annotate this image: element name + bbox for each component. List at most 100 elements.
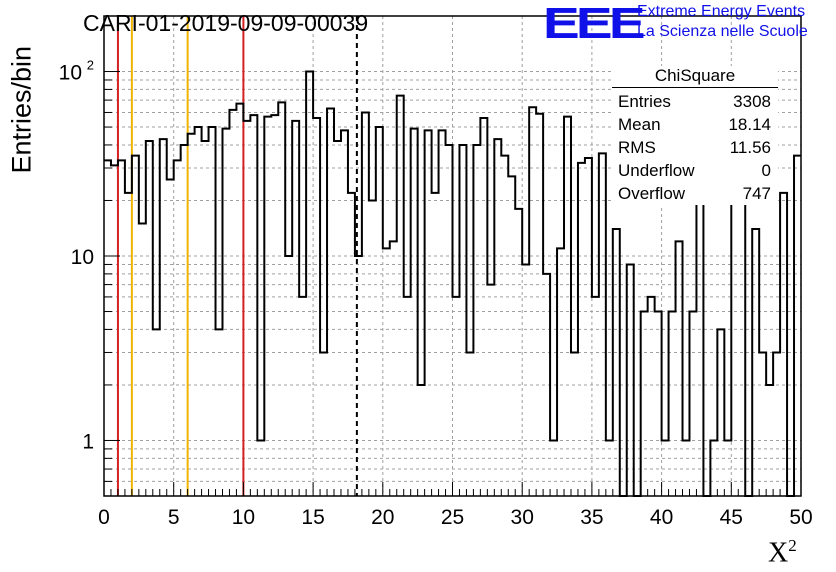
histogram-bar bbox=[613, 229, 620, 496]
x-tick-label: 50 bbox=[789, 506, 812, 529]
histogram-bar bbox=[118, 160, 125, 496]
histogram-bar bbox=[278, 102, 285, 496]
histogram-bar bbox=[759, 352, 766, 496]
histogram-bar bbox=[536, 114, 543, 496]
histogram-bar bbox=[181, 145, 188, 496]
x-axis-label: X2 bbox=[768, 536, 797, 569]
x-tick-label: 30 bbox=[511, 506, 534, 529]
histogram-bar bbox=[306, 72, 313, 496]
histogram-bar bbox=[243, 121, 250, 496]
y-tick-exponent: 2 bbox=[87, 58, 94, 73]
histogram-bar bbox=[250, 115, 257, 496]
histogram-series bbox=[104, 70, 801, 497]
histogram-bar bbox=[773, 352, 780, 496]
histogram-bar bbox=[752, 229, 759, 496]
histogram-bar bbox=[104, 160, 111, 496]
histogram-bar bbox=[459, 145, 466, 496]
histogram-bar bbox=[111, 165, 118, 496]
histogram-outline bbox=[104, 70, 801, 497]
histogram-bar bbox=[160, 139, 167, 496]
histogram-bar bbox=[648, 297, 655, 496]
y-tick-label: 10 bbox=[71, 246, 94, 269]
histogram-bar bbox=[794, 156, 801, 496]
histogram-bar bbox=[529, 107, 536, 496]
x-tick-label: 35 bbox=[580, 506, 603, 529]
x-tick-label: 40 bbox=[650, 506, 673, 529]
x-tick-label: 25 bbox=[441, 506, 464, 529]
histogram-bar bbox=[522, 264, 529, 496]
histogram-bar bbox=[383, 248, 390, 496]
histogram-bar bbox=[313, 118, 320, 496]
histogram-bar bbox=[717, 329, 724, 496]
histogram-bar bbox=[487, 285, 494, 496]
histogram-bar bbox=[299, 297, 306, 496]
histogram-bar bbox=[146, 141, 153, 496]
histogram-bar bbox=[236, 104, 243, 496]
histogram-bar bbox=[425, 130, 432, 496]
histogram-bar bbox=[188, 134, 195, 496]
histogram-bar bbox=[202, 141, 209, 496]
histogram-bar bbox=[341, 130, 348, 496]
x-tick-label: 45 bbox=[720, 506, 743, 529]
histogram-bar bbox=[271, 115, 278, 496]
x-tick-label: 15 bbox=[301, 506, 324, 529]
x-tick-label: 0 bbox=[98, 506, 110, 529]
histogram-bar bbox=[480, 118, 487, 496]
histogram-bar bbox=[780, 193, 787, 496]
histogram-bar bbox=[571, 352, 578, 496]
histogram-bar bbox=[125, 193, 132, 496]
axes: 0 5 10 15 20 25 30 35 40 45 50 1 10 10 2 bbox=[59, 15, 813, 529]
histogram-bar bbox=[564, 117, 571, 496]
histogram-bar bbox=[508, 176, 515, 496]
logo-line-2: La Scienza nelle Scuole bbox=[637, 23, 808, 40]
chart-title: CARI-01-2019-09-09-00039 bbox=[83, 10, 369, 36]
histogram-bar bbox=[466, 352, 473, 496]
histogram-bar bbox=[494, 139, 501, 496]
histogram-bar bbox=[676, 241, 683, 496]
histogram-bar bbox=[327, 109, 334, 496]
histogram-bar bbox=[585, 158, 592, 496]
histogram-bar bbox=[216, 329, 223, 496]
histogram-bar bbox=[390, 241, 397, 496]
histogram-bar bbox=[641, 312, 648, 496]
eee-logo: EEE bbox=[543, 0, 646, 48]
y-tick-label: 10 bbox=[59, 62, 82, 85]
stats-row: Mean 18.14 bbox=[618, 115, 771, 134]
x-tick-label: 10 bbox=[232, 506, 255, 529]
histogram-bar bbox=[397, 96, 404, 496]
histogram-bar bbox=[599, 153, 606, 496]
stats-row: Overflow 747 bbox=[618, 184, 771, 203]
x-tick-label: 5 bbox=[168, 506, 180, 529]
histogram-bar bbox=[264, 117, 271, 496]
stats-row: Entries 3308 bbox=[618, 92, 771, 111]
histogram-bar bbox=[404, 297, 411, 496]
histogram-bar bbox=[153, 329, 160, 496]
histogram-bar bbox=[669, 312, 676, 496]
histogram-bar bbox=[369, 200, 376, 496]
histogram-bar bbox=[655, 312, 662, 496]
histogram-bar bbox=[439, 130, 446, 496]
histogram-bar bbox=[557, 248, 564, 496]
histogram-bar bbox=[501, 156, 508, 496]
histogram-bar bbox=[285, 256, 292, 496]
stats-row: Underflow 0 bbox=[618, 161, 771, 180]
histogram-bar bbox=[453, 297, 460, 496]
histogram-bar bbox=[320, 352, 327, 496]
histogram-bar bbox=[132, 156, 139, 496]
histogram-bar bbox=[174, 160, 181, 496]
histogram-bar bbox=[689, 312, 696, 496]
histogram-bar bbox=[592, 297, 599, 496]
logo-line-1: Extreme Energy Events bbox=[637, 3, 806, 20]
histogram-bar bbox=[292, 121, 299, 496]
histogram-bar bbox=[362, 112, 369, 496]
histogram-bar bbox=[432, 193, 439, 496]
histogram-bar bbox=[627, 264, 634, 496]
x-tick-label: 20 bbox=[371, 506, 394, 529]
histogram-bar bbox=[334, 141, 341, 496]
stats-row: RMS 11.56 bbox=[618, 138, 771, 157]
stats-title: ChiSquare bbox=[612, 66, 778, 88]
histogram-bar bbox=[446, 145, 453, 496]
histogram-bar bbox=[348, 193, 355, 496]
histogram-bar bbox=[473, 145, 480, 496]
